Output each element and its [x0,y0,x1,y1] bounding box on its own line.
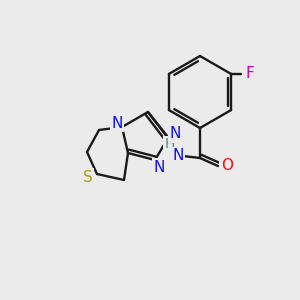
Text: N: N [169,127,181,142]
Text: N: N [153,160,165,175]
Text: S: S [83,169,93,184]
Text: N: N [172,148,184,164]
Text: F: F [246,67,255,82]
Text: O: O [221,158,233,173]
Text: H: H [165,137,175,151]
Text: N: N [111,116,123,130]
